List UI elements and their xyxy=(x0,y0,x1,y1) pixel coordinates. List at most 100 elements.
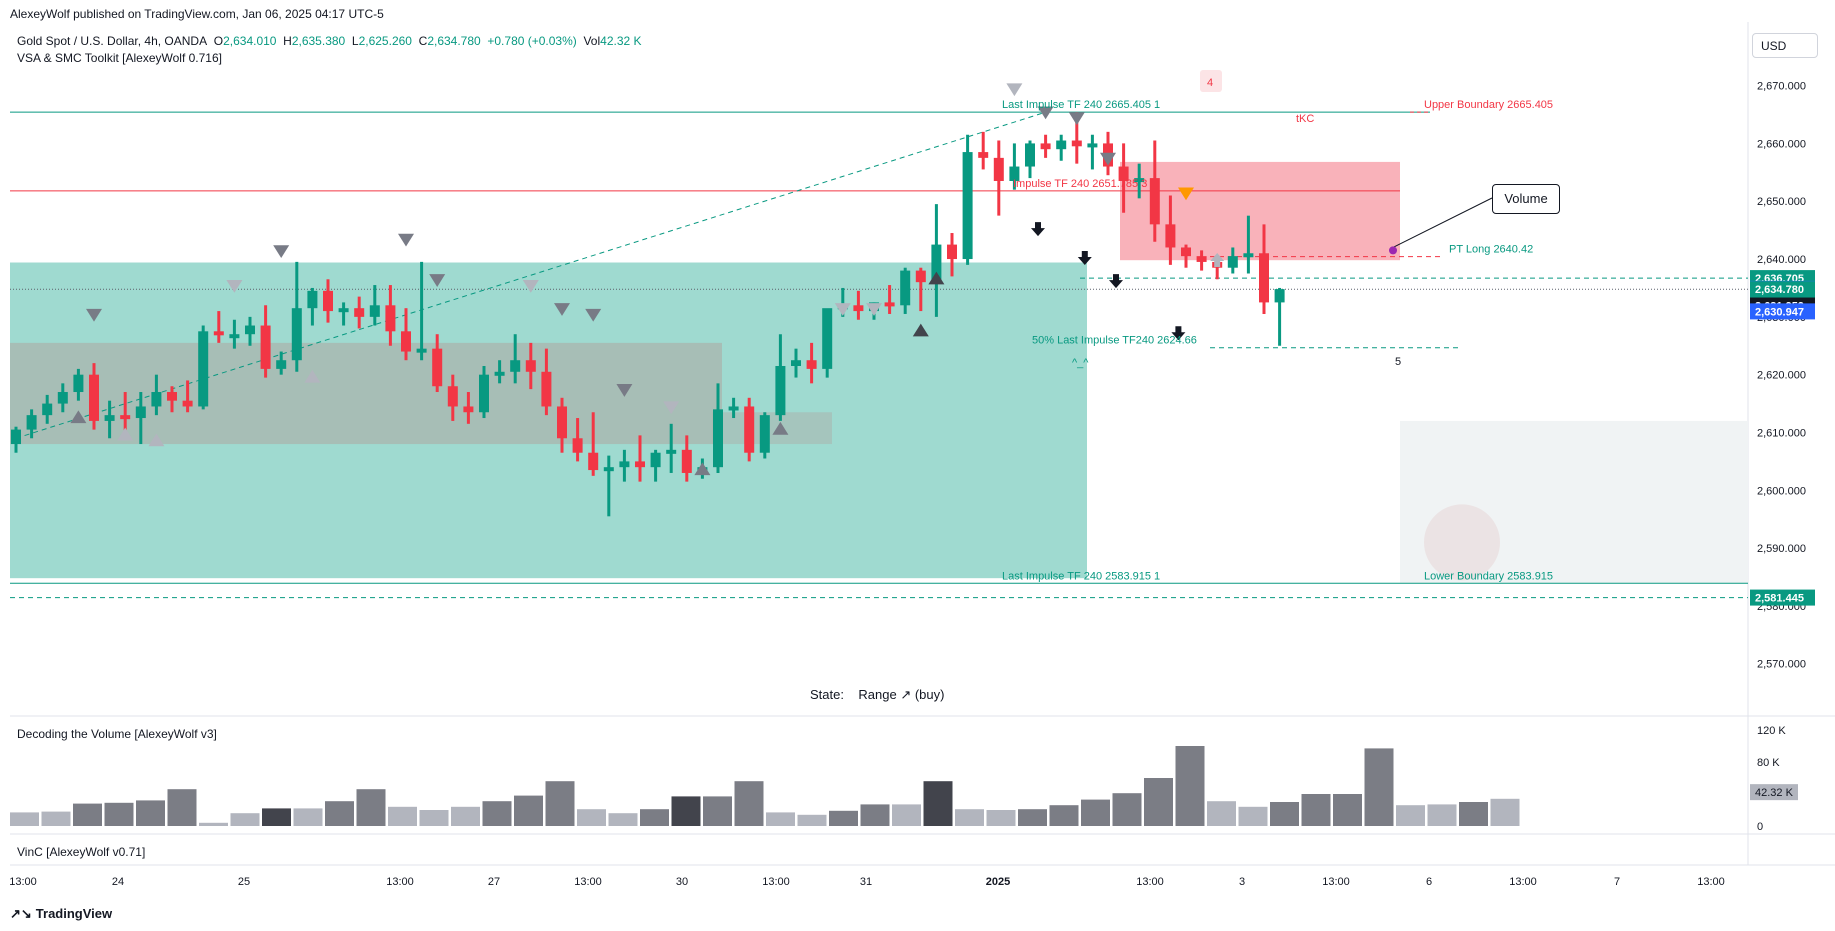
wave-count-5: 5 xyxy=(1395,356,1401,368)
candle-body xyxy=(104,415,115,421)
pt-long-label: PT Long 2640.42 xyxy=(1449,244,1533,256)
signal-marker-layer xyxy=(70,70,1493,476)
candle-body xyxy=(1243,253,1254,258)
time-axis[interactable]: 13:00 24 25 13:00 27 13:00 30 13:00 31 2025 13:00 3… xyxy=(9,876,1725,888)
volume-bar xyxy=(892,804,921,826)
tradingview-logo[interactable]: ↗↘ TradingView xyxy=(10,906,112,922)
candle-body xyxy=(1149,178,1160,225)
volume-value: 42.32 K xyxy=(600,34,642,48)
candle-body xyxy=(89,374,99,421)
volume-bar xyxy=(829,810,858,826)
candle-body xyxy=(338,308,349,313)
price-axis[interactable]: 2,670.000 2,660.000 2,650.000 2,640.000 2,63… xyxy=(1757,81,1806,671)
wave-count-4: 4 xyxy=(1207,77,1213,89)
down-arrow-icon xyxy=(1031,222,1045,237)
volume-bar xyxy=(1333,794,1362,826)
candle-body xyxy=(759,415,770,453)
candle-body xyxy=(11,429,21,445)
vinc-panel-title[interactable]: VinC [AlexeyWolf v0.71] xyxy=(17,845,146,859)
candle-body xyxy=(744,406,755,453)
candle-body xyxy=(666,449,677,454)
volume-panel-title[interactable]: Decoding the Volume [AlexeyWolf v3] xyxy=(17,727,217,741)
symbol-ohlc-line: Gold Spot / U.S. Dollar, 4h, OANDA O2,63… xyxy=(17,34,642,48)
volume-bar xyxy=(797,814,827,826)
candle-body xyxy=(822,308,833,369)
price-tick-label: 2,670.000 xyxy=(1757,81,1806,93)
volume-bar xyxy=(104,802,134,826)
buy-signal-triangle-icon xyxy=(70,410,87,424)
indicator-title[interactable]: VSA & SMC Toolkit [AlexeyWolf 0.716] xyxy=(17,51,222,65)
candle-body xyxy=(323,290,333,312)
candle-body xyxy=(681,449,692,473)
time-tick-label: 13:00 xyxy=(574,876,602,888)
candle-body xyxy=(42,403,53,416)
volume-point-icon xyxy=(1389,246,1397,255)
time-tick-label: 2025 xyxy=(986,876,1010,888)
candle-body xyxy=(962,152,973,260)
volume-label: Vol xyxy=(583,34,601,48)
supply-zone xyxy=(1120,161,1400,261)
buy-signal-triangle-icon xyxy=(117,427,134,441)
price-label-text: 2,581.445 xyxy=(1755,593,1804,605)
price-tick-label: 2,620.000 xyxy=(1757,370,1806,382)
symbol-name[interactable]: Gold Spot / U.S. Dollar, 4h, OANDA xyxy=(17,34,208,48)
volume-bar xyxy=(577,809,606,826)
price-tick-label: 2,610.000 xyxy=(1757,427,1806,439)
volume-bar xyxy=(1018,809,1047,826)
time-tick-label: 13:00 xyxy=(1509,876,1537,888)
time-tick-label: 3 xyxy=(1239,876,1245,888)
candle-body xyxy=(432,348,443,387)
volume-bar xyxy=(10,812,39,826)
volume-bar xyxy=(514,795,543,826)
time-tick-label: 7 xyxy=(1614,876,1620,888)
sell-signal-triangle-icon xyxy=(86,308,102,322)
time-tick-label: 31 xyxy=(860,876,872,888)
candle-body xyxy=(1165,224,1176,248)
candle-body xyxy=(1196,256,1207,262)
state-label: State: xyxy=(810,687,844,702)
volume-bar xyxy=(955,809,984,826)
tradingview-logo-icon: ↗↘ xyxy=(10,906,32,921)
candle-body xyxy=(603,467,614,472)
volume-bar xyxy=(1427,804,1457,826)
buy-signal-triangle-icon xyxy=(148,433,165,447)
volume-bar xyxy=(1270,802,1299,826)
volume-bar xyxy=(230,813,260,826)
candle-body xyxy=(479,374,489,413)
wolf-watermark-icon xyxy=(1424,504,1500,581)
candle-body xyxy=(853,305,864,312)
candle-body xyxy=(260,325,271,369)
candle-body xyxy=(728,406,739,411)
candle-body xyxy=(1071,140,1082,147)
state-value: Range ↗ (buy) xyxy=(858,687,945,702)
volume-bar xyxy=(136,800,165,826)
candle-body xyxy=(619,461,630,468)
time-tick-label: 25 xyxy=(238,876,250,888)
volume-bar xyxy=(1144,778,1173,826)
currency-button[interactable]: USD xyxy=(1752,33,1818,58)
candle-body xyxy=(650,452,661,468)
upper-boundary-label: Upper Boundary 2665.405 xyxy=(1424,99,1553,111)
volume-bar xyxy=(703,796,732,826)
volume-bar xyxy=(1175,746,1205,826)
candle-body xyxy=(213,331,224,336)
volume-bar xyxy=(1459,802,1488,826)
candle-body xyxy=(1087,143,1098,148)
volume-bar xyxy=(860,804,890,826)
candle-body xyxy=(463,406,474,413)
time-tick-label: 13:00 xyxy=(762,876,790,888)
volume-bar xyxy=(482,801,512,826)
candle-body xyxy=(57,392,68,404)
price-label-text: 2,634.780 xyxy=(1755,284,1804,296)
volume-axis: 120 K 80 K 0 42.32 K xyxy=(1750,725,1798,833)
time-tick-label: 27 xyxy=(488,876,500,888)
candle-body xyxy=(245,325,255,335)
candle-body xyxy=(1259,253,1269,303)
volume-tick-label: 120 K xyxy=(1757,725,1786,737)
open-label: O xyxy=(213,34,224,48)
price-tick-label: 2,590.000 xyxy=(1757,543,1806,555)
candle-body xyxy=(135,406,146,419)
candle-body xyxy=(1118,166,1129,181)
down-arrow-icon xyxy=(1171,326,1186,341)
